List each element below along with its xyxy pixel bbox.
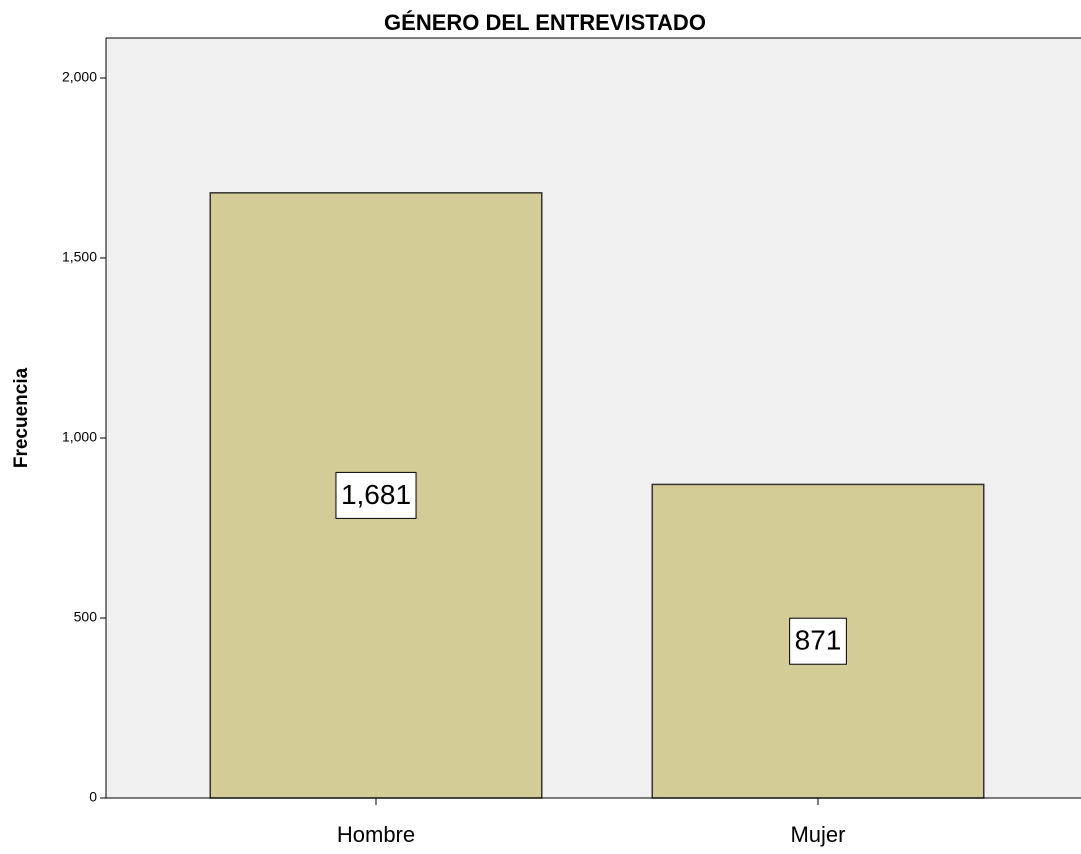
y-axis-label: Frecuencia (11, 367, 32, 468)
y-tick-label: 1,500 (62, 249, 97, 265)
value-label: 871 (795, 625, 842, 656)
chart-title: GÉNERO DEL ENTREVISTADO (384, 10, 706, 35)
bar (651, 483, 985, 799)
x-tick-label: Hombre (337, 822, 415, 847)
y-tick-label: 500 (74, 609, 98, 625)
value-label-box (335, 471, 417, 519)
value-label: 1,681 (341, 479, 411, 510)
y-tick-label: 1,000 (62, 429, 97, 445)
y-tick-label: 0 (89, 789, 97, 805)
y-tick-label: 2,000 (62, 69, 97, 85)
value-label-box (789, 617, 847, 665)
x-tick-label: Mujer (790, 822, 845, 847)
